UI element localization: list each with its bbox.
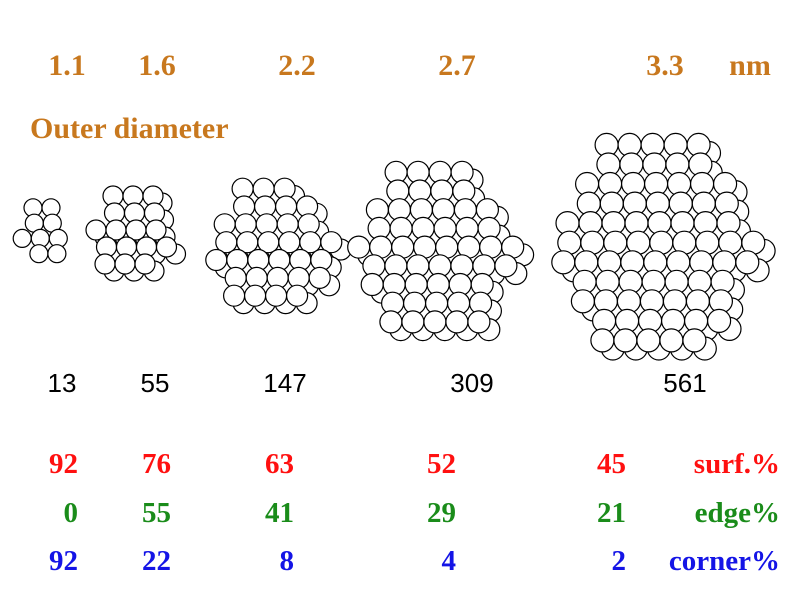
atom-count: 147 — [263, 368, 306, 398]
atom — [423, 310, 447, 334]
atom-count: 309 — [450, 368, 493, 398]
atom-count: 561 — [663, 368, 706, 398]
surface-value: 92 — [49, 448, 78, 480]
atom — [205, 248, 228, 272]
cluster — [347, 160, 535, 342]
atom — [590, 328, 615, 353]
atom — [467, 310, 491, 334]
edge-value: 29 — [427, 497, 456, 529]
atom-count: 13 — [48, 368, 77, 398]
atom — [114, 253, 136, 275]
edge-value: 55 — [142, 497, 171, 529]
diameter-label: Outer diameter — [30, 112, 229, 145]
row-label: edge% — [695, 497, 780, 529]
atom — [636, 328, 661, 353]
atom — [613, 328, 638, 353]
cluster — [12, 198, 68, 264]
atom — [347, 235, 371, 259]
cluster — [205, 177, 352, 315]
cluster — [85, 185, 187, 282]
atom — [494, 254, 518, 278]
surface-value: 52 — [427, 448, 456, 480]
atom — [145, 219, 167, 241]
atom — [735, 250, 760, 275]
atom — [155, 236, 178, 258]
diameter: 2.2 — [278, 49, 316, 82]
atom — [12, 228, 32, 248]
atom — [94, 253, 116, 275]
atom — [223, 284, 246, 307]
edge-value: 21 — [597, 497, 626, 529]
atom — [682, 328, 707, 353]
atom — [379, 310, 403, 334]
diameter: 3.3 — [646, 49, 684, 82]
unit: nm — [729, 49, 771, 82]
corner-value: 2 — [612, 545, 627, 577]
atom — [47, 244, 67, 264]
row-label: surf.% — [694, 448, 780, 480]
atom — [570, 289, 596, 314]
surface-value: 45 — [597, 448, 626, 480]
atom — [244, 284, 267, 307]
atom — [360, 272, 384, 297]
diameter: 1.6 — [138, 49, 176, 82]
edge-value: 41 — [265, 497, 294, 529]
diameter: 2.7 — [438, 49, 476, 82]
corner-value: 4 — [442, 545, 457, 577]
corner-value: 92 — [49, 545, 78, 577]
clusters — [12, 132, 776, 361]
atom — [551, 250, 576, 275]
corner-value: 8 — [280, 545, 295, 577]
atom — [401, 310, 425, 334]
cluster — [551, 132, 776, 361]
edge-value: 0 — [64, 497, 79, 529]
atom — [286, 284, 309, 307]
surface-value: 76 — [142, 448, 171, 480]
atom — [320, 231, 343, 254]
atom — [265, 284, 288, 307]
atom — [29, 244, 49, 264]
atom-count: 55 — [141, 368, 170, 398]
atom — [308, 266, 331, 289]
diameter: 1.1 — [48, 49, 86, 82]
atom — [706, 308, 732, 333]
corner-value: 22 — [142, 545, 171, 577]
surface-value: 63 — [265, 448, 294, 480]
atom — [445, 310, 469, 334]
atom — [134, 253, 156, 275]
atom — [659, 328, 684, 353]
row-label: corner% — [669, 545, 780, 577]
